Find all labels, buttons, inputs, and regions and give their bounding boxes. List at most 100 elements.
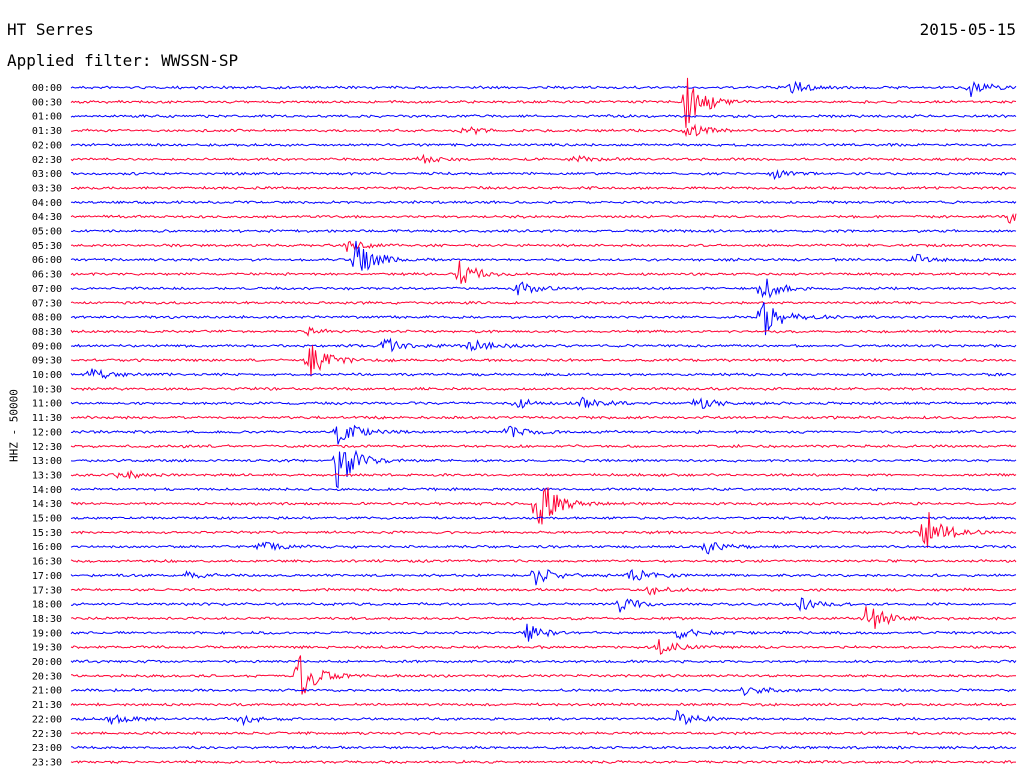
time-tick-label: 08:00 [32,313,62,324]
time-tick-label: 14:30 [32,499,62,510]
time-tick-label: 12:00 [32,427,62,438]
time-tick-label: 03:30 [32,183,62,194]
trace-line [70,213,1017,224]
trace-line [70,443,1017,449]
trace-line [70,568,1017,586]
trace-line [70,386,1017,392]
trace-line [70,260,1017,284]
time-tick-label: 04:30 [32,212,62,223]
trace-line [70,240,1017,271]
time-tick-label: 16:00 [32,542,62,553]
trace-line [70,745,1017,750]
time-tick-label: 20:30 [32,671,62,682]
trace-line [70,302,1017,336]
time-tick-label: 09:30 [32,356,62,367]
trace-line [70,541,1017,555]
time-tick-label: 09:00 [32,341,62,352]
time-tick-label: 13:30 [32,470,62,481]
trace-line [70,153,1017,164]
time-tick-label: 15:00 [32,514,62,525]
trace-line [70,114,1017,119]
time-tick-label: 02:30 [32,155,62,166]
time-tick-label: 05:30 [32,241,62,252]
time-tick-label: 08:30 [32,327,62,338]
trace-line [70,169,1017,181]
trace-line [70,396,1017,409]
trace-line [70,228,1017,234]
time-tick-label: 07:30 [32,298,62,309]
trace-line [71,731,1017,736]
time-tick-label: 19:00 [32,628,62,639]
trace-line [71,655,1016,695]
trace-line [70,123,1017,138]
trace-line [70,345,1017,377]
time-tick-label: 02:00 [32,140,62,151]
time-tick-label: 17:30 [32,585,62,596]
time-tick-label: 03:00 [32,169,62,180]
time-tick-label: 06:30 [32,270,62,281]
time-tick-label: 12:30 [32,442,62,453]
time-tick-label: 00:30 [32,97,62,108]
time-tick-label: 10:30 [32,384,62,395]
time-tick-label: 06:00 [32,255,62,266]
trace-line [70,702,1017,707]
trace-line [70,424,1017,445]
trace-line [70,512,1017,548]
time-tick-label: 13:00 [32,456,62,467]
trace-line [70,142,1017,148]
time-tick-label: 19:30 [32,643,62,654]
trace-line [70,487,1017,525]
time-tick-label: 21:30 [32,700,62,711]
time-tick-label: 11:00 [32,399,62,410]
trace-line [70,278,1017,299]
station-title: HT Serres [7,20,94,39]
trace-line [70,240,1017,252]
trace-line [70,80,1017,97]
time-tick-label: 01:30 [32,126,62,137]
trace-line [70,709,1017,727]
time-tick-label: 20:00 [32,657,62,668]
time-tick-label: 22:30 [32,729,62,740]
trace-line [70,337,1017,353]
trace-line [70,597,1017,613]
trace-line [70,759,1016,765]
time-tick-label: 15:30 [32,528,62,539]
trace-line [70,77,1017,128]
time-tick-label: 14:00 [32,485,62,496]
trace-line [70,686,1017,697]
time-tick-label: 17:00 [32,571,62,582]
trace-line [70,586,1017,596]
time-tick-label: 18:30 [32,614,62,625]
filter-label: Applied filter: WWSSN-SP [7,51,239,70]
trace-line [70,415,1017,420]
time-tick-label: 16:30 [32,557,62,568]
date-label: 2015-05-15 [919,20,1016,39]
time-tick-label: 04:00 [32,198,62,209]
time-tick-label: 23:00 [32,743,62,754]
time-tick-label: 00:00 [32,83,62,94]
trace-line [70,639,1017,655]
time-tick-label: 07:00 [32,284,62,295]
trace-line [70,606,1017,629]
trace-line [70,623,1017,642]
time-tick-label: 01:00 [32,112,62,123]
time-tick-label: 18:00 [32,600,62,611]
time-tick-label: 05:00 [32,227,62,238]
trace-line [70,515,1017,521]
trace-line [70,368,1017,380]
trace-line [70,659,1017,664]
trace-line [70,469,1017,480]
trace-line [70,200,1017,205]
trace-line [70,326,1017,337]
trace-line [70,449,1017,489]
trace-line [71,185,1017,191]
trace-line [70,487,1017,492]
trace-line [70,300,1017,305]
time-tick-label: 10:00 [32,370,62,381]
trace-line [70,558,1017,564]
time-tick-label: 23:30 [32,757,62,768]
time-tick-label: 21:00 [32,686,62,697]
time-tick-label: 11:30 [32,413,62,424]
time-tick-label: 22:00 [32,714,62,725]
